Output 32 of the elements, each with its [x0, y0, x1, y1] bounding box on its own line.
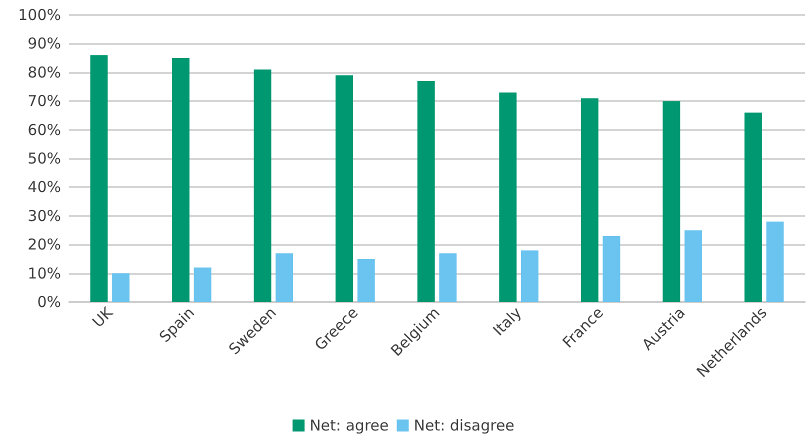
y-tick-label: 20% [28, 236, 61, 254]
bar [520, 250, 538, 302]
y-tick-label: 50% [28, 150, 61, 168]
y-tick-label: 60% [28, 120, 61, 139]
bar [766, 222, 784, 302]
y-tick-label: 40% [28, 178, 61, 196]
bar [194, 268, 212, 302]
x-tick-label: UK [88, 302, 118, 332]
bar [357, 258, 375, 302]
y-tick-label: 30% [28, 206, 61, 225]
legend-label: Net: agree [310, 416, 389, 434]
bar [744, 112, 762, 302]
bar [90, 55, 108, 302]
bar [336, 75, 354, 302]
bar [580, 98, 598, 302]
bar [439, 253, 457, 302]
bar [276, 253, 294, 302]
bar [684, 230, 702, 302]
bar [662, 101, 680, 302]
bar [602, 236, 620, 302]
bar [172, 58, 190, 302]
bar [112, 273, 130, 302]
y-tick-label: 10% [28, 264, 61, 282]
y-tick-label: 70% [28, 92, 61, 110]
y-tick-label: 90% [28, 34, 61, 53]
bar [417, 81, 435, 302]
legend-label: Net: disagree [414, 416, 514, 434]
bar [499, 92, 517, 302]
bar [254, 70, 272, 302]
y-tick-label: 80% [28, 63, 61, 82]
y-tick-label: 100% [18, 6, 61, 24]
y-tick-label: 0% [37, 293, 61, 311]
